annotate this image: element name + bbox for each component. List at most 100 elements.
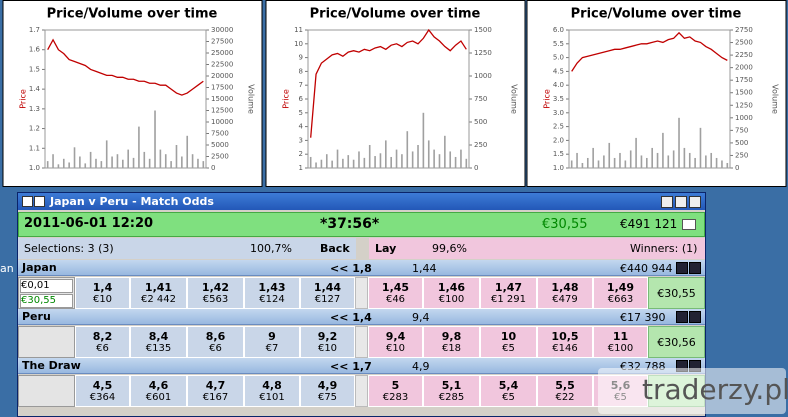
chart-btn[interactable] (676, 311, 688, 323)
lay-price: 5 (391, 379, 400, 392)
volume-bar (619, 152, 621, 168)
book-btn[interactable] (689, 311, 701, 323)
y2-tick-label: 2000 (735, 64, 753, 72)
back-size: €563 (202, 294, 229, 305)
back-cell[interactable]: 1,44 €127 (300, 277, 355, 309)
title-text: Japan v Peru - Match Odds (50, 195, 214, 208)
back-cell[interactable]: 8,6 €6 (187, 326, 244, 358)
lay-cell[interactable]: 1,47 €1 291 (480, 277, 537, 309)
window-close-btn[interactable] (689, 196, 701, 208)
y2-tick-label: 0 (474, 164, 478, 172)
volume-bar (688, 152, 691, 168)
lay-cell[interactable]: 9,4 €10 (368, 326, 423, 358)
back-cell[interactable]: 8,4 €135 (130, 326, 187, 358)
runner-name: Japan (22, 261, 57, 274)
volume-bar (635, 137, 637, 168)
volume-bar (656, 152, 659, 168)
y-tick-label: 1.4 (29, 85, 41, 93)
chart-box (265, 0, 526, 187)
chart-btn[interactable] (676, 262, 688, 274)
lay-cell[interactable]: 5 €283 (368, 375, 423, 407)
back-price: 9 (268, 330, 276, 343)
book-btn[interactable] (689, 262, 701, 274)
back-cell[interactable]: 4,5 €364 (75, 375, 130, 407)
lay-cell[interactable]: 1,46 €100 (423, 277, 480, 309)
back-to-lay: << 1,4 (330, 311, 372, 324)
y-tick-label: 6.0 (553, 26, 564, 34)
y-tick-label: 1.6 (29, 46, 41, 54)
back-cell[interactable]: 4,7 €167 (187, 375, 244, 407)
back-cell[interactable]: 9,2 €10 (300, 326, 355, 358)
back-cell[interactable]: 1,42 €563 (187, 277, 244, 309)
matched: €30,55 (542, 217, 588, 232)
y2-tick-label: 250 (735, 151, 748, 159)
y2-tick-label: 2500 (211, 153, 229, 161)
y-tick-label: 1.3 (29, 105, 40, 113)
charts: Price/Volume over time 1.0 1.1 1.2 1.3 1.4 1.5… (2, 0, 787, 187)
lay-size: €1 291 (491, 294, 526, 305)
lay-size: €22 (555, 392, 575, 403)
volume-bar (672, 150, 675, 168)
volume-bar (127, 149, 129, 168)
lay-cell[interactable]: 1,48 €479 (537, 277, 593, 309)
volume-bar (683, 147, 686, 168)
lay-cell[interactable]: 10,5 €146 (537, 326, 593, 358)
volume-bar (111, 156, 113, 168)
volume-bar (640, 155, 643, 168)
lay-cell[interactable]: 5,1 €285 (423, 375, 480, 407)
volume-bar (368, 145, 371, 168)
lay-price: 9,8 (441, 330, 462, 343)
back-cell[interactable]: 1,41 €2 442 (130, 277, 187, 309)
y-tick-label: 1.0 (29, 164, 40, 172)
back-size: €10 (92, 294, 113, 305)
lay-price: 1,47 (494, 281, 523, 294)
lay-cell[interactable]: 5,5 €22 (537, 375, 593, 407)
y2-tick-label: 2250 (735, 51, 753, 59)
back-cell[interactable]: 4,8 €101 (244, 375, 300, 407)
lay-size: €5 (502, 343, 515, 354)
lay-cell[interactable]: 9,8 €18 (423, 326, 480, 358)
pin-btn[interactable] (675, 196, 687, 208)
volume-bar (678, 117, 680, 168)
lay-price: 1,48 (551, 281, 579, 294)
refresh-btn[interactable] (661, 196, 673, 208)
status-row (18, 212, 705, 237)
y2-tick-label: 22500 (211, 61, 233, 69)
runner-header (18, 358, 705, 374)
y-tick-label: 5.5 (553, 40, 564, 48)
y-tick-label: 7 (299, 81, 303, 89)
volume-bar (570, 160, 573, 168)
y-tick-label: 3.5 (553, 95, 564, 103)
volume-bar (699, 127, 702, 168)
back-cell[interactable]: 4,9 €75 (300, 375, 355, 407)
back-size: €2 442 (141, 294, 176, 305)
lay-cell[interactable]: 1,49 €663 (593, 277, 648, 309)
runner-header (18, 309, 705, 325)
y2-tick-label: 20000 (211, 72, 233, 80)
back-cell[interactable]: 9 €7 (244, 326, 300, 358)
volume-bar (401, 154, 403, 168)
volume-bar (143, 151, 146, 168)
lay-cell[interactable]: 1,45 €46 (368, 277, 423, 309)
volume-bar (592, 147, 594, 168)
back-cell[interactable]: 8,2 €6 (75, 326, 130, 358)
volume-bar (62, 158, 65, 168)
watermark: traderzy.pl (598, 368, 788, 414)
lay-cell[interactable]: 10 €5 (480, 326, 537, 358)
back-percent: 100,7% (250, 242, 292, 255)
volume-bar (721, 160, 723, 168)
volume-bar (374, 156, 376, 168)
position-cell (18, 326, 75, 358)
lay-size: €146 (552, 343, 578, 354)
lay-price: 5,4 (498, 379, 519, 392)
lay-size: €283 (382, 392, 409, 403)
volume-bar (444, 135, 446, 168)
back-cell[interactable]: 4,6 €601 (130, 375, 187, 407)
back-cell[interactable]: 1,43 €124 (244, 277, 300, 309)
volume-bar (202, 161, 205, 168)
lay-cell[interactable]: 11 €100 (593, 326, 648, 358)
back-cell[interactable]: 1,4 €10 (75, 277, 130, 309)
chart-box (526, 0, 787, 187)
lay-cell[interactable]: 5,4 €5 (480, 375, 537, 407)
